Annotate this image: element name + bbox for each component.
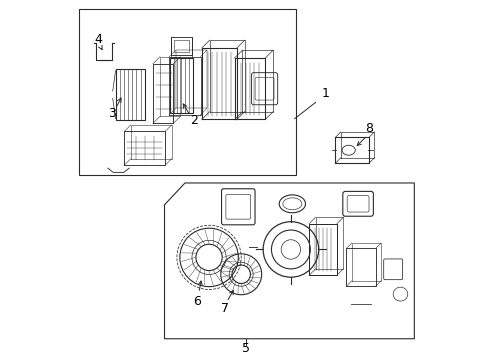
Text: 1: 1: [321, 87, 328, 100]
Text: 6: 6: [193, 294, 201, 307]
Bar: [174, 40, 188, 52]
Text: 3: 3: [108, 107, 116, 120]
Bar: [115, 69, 144, 121]
Text: 7: 7: [221, 302, 229, 315]
Text: 8: 8: [365, 122, 372, 135]
Text: 5: 5: [242, 342, 250, 355]
Bar: [169, 58, 193, 113]
Text: 2: 2: [189, 114, 197, 127]
Text: 4: 4: [94, 33, 102, 46]
Bar: [171, 37, 191, 55]
Bar: [79, 9, 295, 175]
